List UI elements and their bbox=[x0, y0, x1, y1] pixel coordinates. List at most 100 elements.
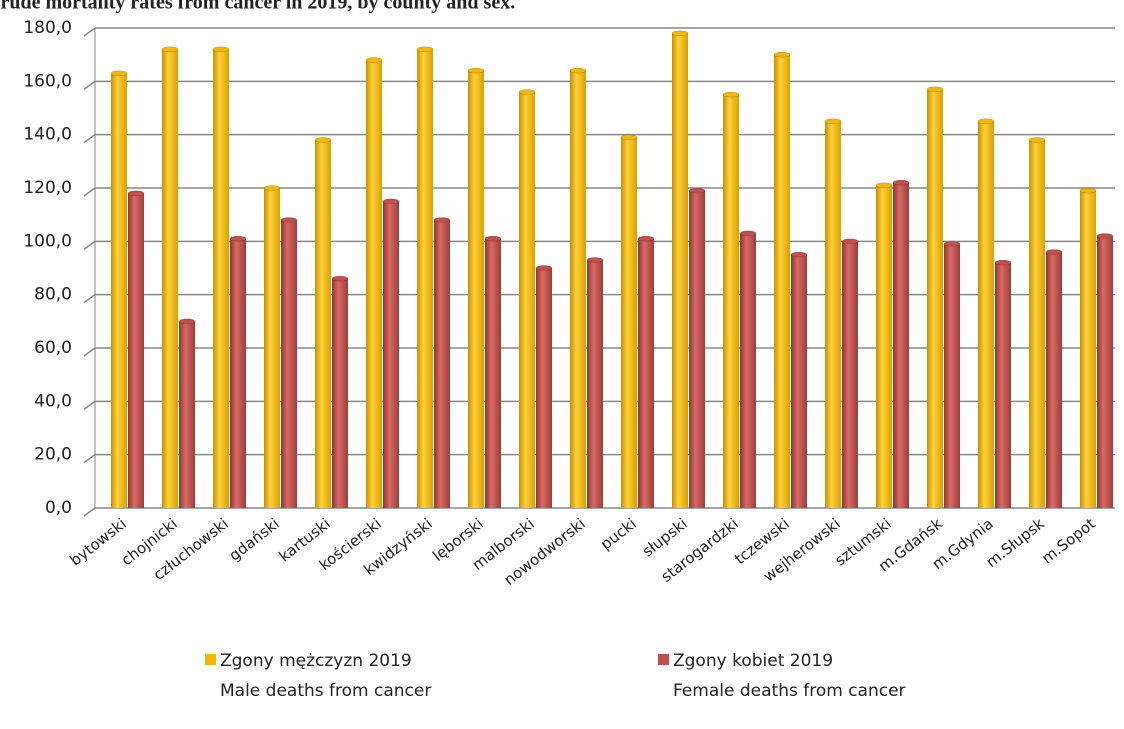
bar-top bbox=[535, 265, 553, 271]
bar bbox=[264, 188, 280, 508]
bar-top bbox=[637, 235, 655, 242]
bar bbox=[672, 33, 688, 508]
legend-label: Zgony kobiet 2019 bbox=[673, 651, 833, 671]
bar-top bbox=[365, 57, 383, 63]
y-tick-label: 180,0 bbox=[23, 18, 72, 38]
bar bbox=[723, 94, 739, 509]
bar-top bbox=[467, 67, 485, 74]
bar-top bbox=[892, 179, 910, 186]
bar-top bbox=[688, 187, 706, 194]
x-tick-label: pucki bbox=[597, 515, 640, 554]
bar bbox=[825, 121, 841, 508]
bar bbox=[1046, 252, 1062, 508]
y-tick-label: 40,0 bbox=[34, 391, 72, 411]
x-tick-label: gdański bbox=[226, 515, 283, 565]
bar bbox=[536, 268, 552, 508]
bar-top bbox=[382, 198, 400, 205]
bar-top bbox=[314, 137, 332, 143]
legend-swatch bbox=[658, 654, 669, 665]
bar-top bbox=[229, 235, 247, 242]
bar bbox=[927, 89, 943, 508]
bar-top bbox=[178, 318, 196, 325]
bar bbox=[230, 238, 246, 508]
y-tick-label: 60,0 bbox=[34, 338, 72, 358]
bar bbox=[791, 254, 807, 508]
bar-top bbox=[977, 118, 995, 125]
bar-top bbox=[110, 70, 128, 77]
x-tick-label: m.Słupsk bbox=[983, 514, 1048, 571]
bar-top bbox=[433, 217, 451, 223]
bar-top bbox=[994, 259, 1012, 266]
bar bbox=[162, 49, 178, 508]
bar-top bbox=[518, 89, 536, 95]
bar-top bbox=[671, 30, 689, 37]
bar bbox=[1080, 190, 1096, 508]
bar-top bbox=[1096, 233, 1114, 239]
bar bbox=[485, 238, 501, 508]
bar-top bbox=[824, 118, 842, 125]
bar-top bbox=[875, 182, 893, 189]
tick-mark bbox=[83, 507, 96, 517]
bar bbox=[111, 73, 127, 508]
bar bbox=[978, 121, 994, 508]
bar-top bbox=[161, 46, 179, 53]
tick-mark bbox=[83, 80, 96, 90]
x-tick-label: bytowski bbox=[66, 515, 129, 570]
bar bbox=[366, 60, 382, 508]
bar bbox=[621, 137, 637, 509]
y-tick-label: 20,0 bbox=[34, 445, 72, 465]
tick-mark bbox=[83, 27, 96, 37]
bar-top bbox=[1045, 249, 1063, 255]
bar-top bbox=[263, 185, 281, 191]
bar bbox=[842, 241, 858, 509]
bar-top bbox=[127, 190, 145, 197]
bar-top bbox=[841, 238, 859, 245]
bar-top bbox=[722, 91, 740, 98]
tick-mark bbox=[83, 400, 96, 410]
bar bbox=[383, 201, 399, 509]
bar-top bbox=[331, 275, 349, 282]
bar-top bbox=[280, 217, 298, 223]
bar bbox=[128, 193, 144, 509]
bar bbox=[1097, 236, 1113, 508]
tick-mark bbox=[83, 187, 96, 197]
x-tick-label: m.Sopot bbox=[1038, 514, 1099, 567]
tick-mark bbox=[83, 294, 96, 304]
legend-label: Zgony mężczyzn 2019 bbox=[220, 651, 412, 671]
bar bbox=[468, 70, 484, 509]
bar bbox=[519, 92, 535, 508]
bar-top bbox=[620, 134, 638, 141]
bar-top bbox=[1028, 137, 1046, 143]
bar bbox=[179, 321, 195, 508]
bar-top bbox=[926, 86, 944, 93]
bar bbox=[740, 233, 756, 509]
bar-top bbox=[586, 257, 604, 263]
bar bbox=[774, 54, 790, 509]
bar bbox=[995, 262, 1011, 508]
y-tick-label: 120,0 bbox=[23, 178, 72, 198]
bar-top bbox=[1079, 187, 1097, 194]
legend-sublabel: Male deaths from cancer bbox=[220, 681, 431, 701]
bar-top bbox=[569, 67, 587, 74]
bar bbox=[417, 49, 433, 508]
y-tick-label: 100,0 bbox=[23, 231, 72, 251]
bar-top bbox=[773, 51, 791, 58]
bar bbox=[689, 190, 705, 508]
bar bbox=[944, 244, 960, 508]
bar-top bbox=[484, 235, 502, 242]
bar bbox=[876, 185, 892, 509]
bar bbox=[638, 238, 654, 508]
legend-swatch bbox=[205, 654, 216, 665]
bar-top bbox=[416, 46, 434, 53]
bar bbox=[1029, 140, 1045, 508]
bar-top bbox=[943, 241, 961, 247]
bar bbox=[332, 278, 348, 508]
bar bbox=[570, 70, 586, 509]
y-tick-label: 80,0 bbox=[34, 285, 72, 305]
bar bbox=[893, 182, 909, 508]
y-tick-label: 0,0 bbox=[45, 498, 72, 518]
tick-mark bbox=[83, 454, 96, 464]
bar-top bbox=[739, 230, 757, 237]
chart-title: Crude mortality rates from cancer in 201… bbox=[0, 0, 515, 14]
